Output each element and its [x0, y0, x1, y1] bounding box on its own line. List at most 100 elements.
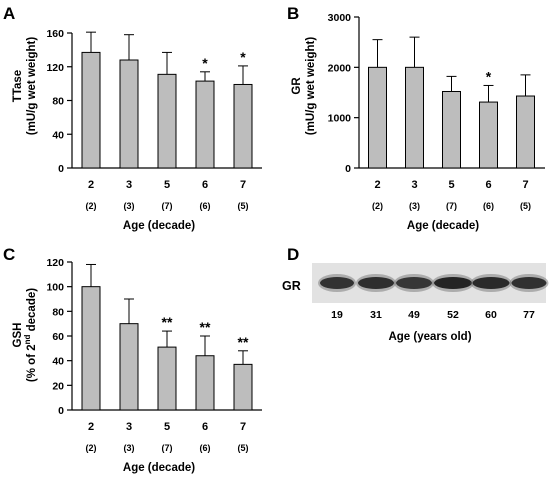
- x-axis-label-a: Age (decade): [123, 220, 195, 232]
- y-tick-label: 80: [52, 306, 64, 318]
- panel-d: D GR 19 31 49 52 60 77 Age (years old): [282, 245, 549, 343]
- bar: [157, 73, 177, 169]
- blot-band-label: GR: [282, 279, 301, 293]
- x-tick-label: 7: [522, 179, 528, 191]
- x-tick-label: 2: [88, 179, 94, 191]
- bar: [195, 355, 215, 411]
- bar: [516, 95, 535, 169]
- x-tick-label: 5: [164, 179, 170, 191]
- panel-a: A TTase (mU/g wet weight) Age (decade) 0…: [3, 4, 262, 232]
- y-axis-label-c-line1: GSH: [12, 323, 24, 348]
- x-tick-label: 5: [164, 421, 170, 433]
- x-tick-label: 5: [448, 179, 454, 191]
- y-tick-label: 0: [58, 405, 64, 417]
- sample-size-label: (2): [86, 443, 97, 453]
- blot-lane-label: 49: [408, 309, 420, 321]
- bar: [157, 346, 177, 411]
- sample-size-label: (6): [200, 443, 211, 453]
- sample-size-label: (3): [124, 201, 135, 211]
- bar: [195, 80, 215, 169]
- blot-x-axis-label: Age (years old): [388, 331, 471, 343]
- bar: [119, 59, 139, 169]
- panel-b: B GR (mU/g wet weight) Age (decade) 0 100…: [287, 4, 545, 232]
- x-tick-label: 3: [411, 179, 417, 191]
- significance-marker: *: [486, 68, 492, 84]
- bar: [119, 323, 139, 411]
- panel-letter-c: C: [3, 245, 15, 264]
- y-tick-label: 20: [52, 380, 64, 392]
- y-tick-label: 3000: [328, 12, 352, 24]
- x-axis-label-b: Age (decade): [407, 220, 479, 232]
- blot-lane-label: 31: [370, 309, 382, 321]
- bar: [479, 101, 498, 169]
- significance-marker: **: [238, 334, 249, 350]
- y-tick-label: 120: [46, 257, 64, 269]
- bar: [81, 51, 101, 169]
- bar: [405, 66, 424, 169]
- x-tick-label: 6: [485, 179, 491, 191]
- blot-band: [472, 277, 510, 289]
- bar: [233, 363, 253, 411]
- significance-marker: *: [240, 49, 246, 65]
- sample-size-label: (3): [124, 443, 135, 453]
- bar: [442, 90, 461, 169]
- sample-size-label: (5): [520, 201, 531, 211]
- y-tick-label: 160: [46, 28, 64, 40]
- sample-size-label: (7): [446, 201, 457, 211]
- y-tick-label: 60: [52, 331, 64, 343]
- y-tick-label: 1000: [328, 113, 352, 125]
- blot-band: [358, 277, 394, 289]
- sample-size-label: (7): [162, 443, 173, 453]
- y-axis-label-a-line2: (mU/g wet weight): [26, 37, 38, 136]
- y-tick-label: 2000: [328, 62, 352, 74]
- panel-letter-b: B: [287, 4, 299, 23]
- y-axis-label-c-line2-pre: (% of 2: [26, 344, 38, 382]
- y-axis-label-b-line2: (mU/g wet weight): [305, 37, 317, 136]
- x-tick-label: 3: [126, 421, 132, 433]
- blot-lane-label: 77: [523, 309, 535, 321]
- y-tick-label: 80: [52, 96, 64, 108]
- blot-lane-label: 52: [447, 309, 459, 321]
- blot-lane-label: 60: [485, 309, 497, 321]
- y-tick-label: 0: [345, 163, 351, 175]
- y-axis-label-a-line1: TTase: [12, 70, 24, 102]
- bar: [233, 83, 253, 169]
- sample-size-label: (2): [86, 201, 97, 211]
- y-tick-label: 120: [46, 62, 64, 74]
- significance-marker: **: [162, 314, 173, 330]
- blot-lane-label: 19: [331, 309, 343, 321]
- y-axis-label-c-line2-sup: nd: [23, 334, 32, 344]
- blot-bands: [318, 274, 549, 292]
- blot-band: [320, 277, 354, 289]
- sample-size-label: (2): [372, 201, 383, 211]
- blot-band: [434, 277, 472, 289]
- blot-lane-labels: 19 31 49 52 60 77: [331, 309, 535, 321]
- x-tick-label: 2: [374, 179, 380, 191]
- blot-band: [511, 277, 547, 289]
- x-tick-label: 6: [202, 421, 208, 433]
- y-tick-label: 0: [58, 163, 64, 175]
- x-tick-label: 6: [202, 179, 208, 191]
- blot-band: [396, 277, 432, 289]
- sample-size-label: (6): [483, 201, 494, 211]
- x-tick-label: 7: [240, 421, 246, 433]
- significance-marker: *: [202, 55, 208, 71]
- x-tick-label: 2: [88, 421, 94, 433]
- x-tick-label: 3: [126, 179, 132, 191]
- bar: [368, 66, 387, 169]
- y-axis-label-b-line1: GR: [291, 77, 303, 95]
- sample-size-label: (6): [200, 201, 211, 211]
- y-axis-label-c-line2-post: decade): [26, 288, 38, 335]
- x-tick-label: 7: [240, 179, 246, 191]
- y-tick-label: 100: [46, 282, 64, 294]
- sample-size-label: (7): [162, 201, 173, 211]
- panel-c: C GSH (% of 2nd decade) Age (decade) 0 20…: [3, 245, 262, 474]
- panel-letter-d: D: [287, 245, 299, 264]
- y-tick-label: 40: [52, 129, 64, 141]
- bar: [81, 286, 101, 411]
- sample-size-label: (5): [238, 443, 249, 453]
- panel-letter-a: A: [3, 4, 15, 23]
- sample-size-label: (5): [238, 201, 249, 211]
- y-tick-label: 40: [52, 356, 64, 368]
